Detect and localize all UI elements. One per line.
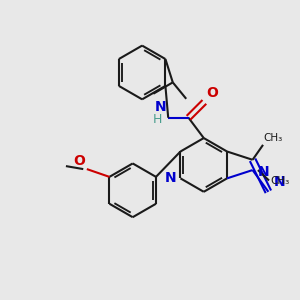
Text: CH₃: CH₃ [271, 176, 290, 185]
Text: N: N [164, 171, 176, 185]
Text: N: N [258, 165, 270, 178]
Text: N: N [274, 175, 285, 189]
Text: CH₃: CH₃ [264, 134, 283, 143]
Text: O: O [207, 86, 219, 100]
Text: H: H [152, 113, 162, 126]
Text: O: O [74, 154, 85, 168]
Text: N: N [155, 100, 167, 114]
